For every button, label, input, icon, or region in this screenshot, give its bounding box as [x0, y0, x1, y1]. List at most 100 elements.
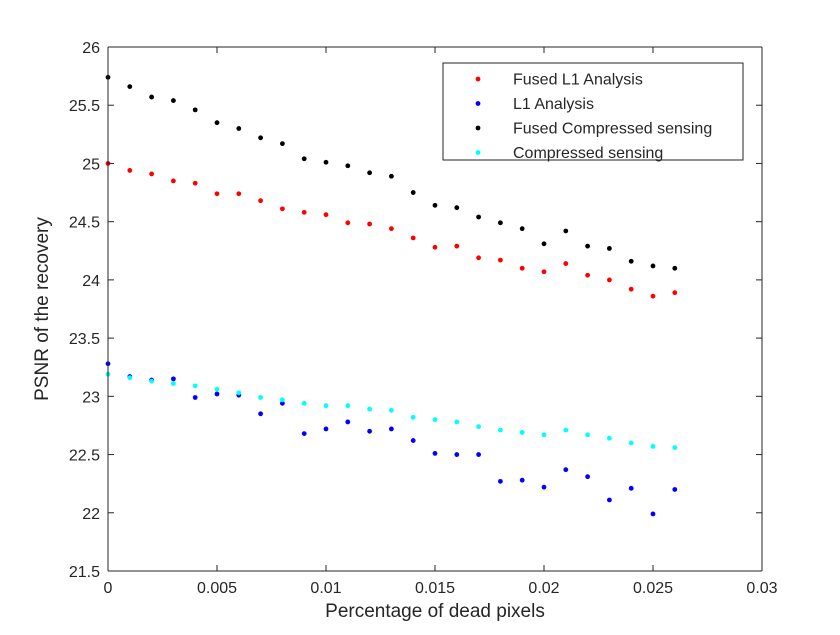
data-point — [563, 467, 569, 473]
data-point — [585, 243, 590, 249]
data-point — [672, 290, 678, 296]
data-point — [258, 411, 263, 417]
series-1 — [105, 361, 678, 517]
y-tick-label: 23 — [82, 389, 100, 406]
data-point — [280, 397, 285, 403]
legend-box — [442, 62, 744, 161]
data-point — [432, 417, 438, 423]
data-point — [563, 427, 569, 433]
data-point — [650, 511, 656, 517]
data-point — [476, 214, 481, 220]
legend-label: L1 Analysis — [513, 96, 594, 113]
data-point — [367, 406, 372, 412]
data-point — [541, 241, 547, 247]
data-point — [323, 403, 329, 409]
data-point — [345, 403, 351, 409]
data-point — [432, 244, 438, 250]
data-point — [454, 205, 460, 211]
data-point — [214, 120, 220, 126]
y-axis-label: PSNR of the recovery — [32, 217, 53, 401]
data-point — [301, 400, 307, 406]
data-point — [280, 206, 285, 212]
data-point — [498, 257, 503, 263]
data-point — [258, 395, 263, 400]
data-point — [301, 431, 307, 436]
series-3 — [105, 371, 678, 450]
ticks-layer: 0 0.005 0.01 0.015 0.02 0.025 0.03 21.5 22 22.5 23… — [69, 40, 778, 597]
data-point — [541, 432, 547, 438]
y-tick-label: 23.5 — [69, 331, 100, 348]
data-point — [563, 228, 569, 234]
data-point — [519, 226, 525, 232]
data-point — [367, 170, 372, 176]
legend: Fused L1 Analysis L1 Analysis Fused Compre… — [442, 62, 744, 162]
x-tick-label: 0.02 — [528, 580, 559, 597]
data-point — [192, 383, 198, 389]
data-point — [127, 84, 133, 89]
x-tick-label: 0.025 — [633, 580, 673, 597]
data-point — [585, 474, 590, 480]
x-tick-label: 0.01 — [310, 580, 341, 597]
data-point — [389, 407, 394, 413]
data-point — [607, 246, 612, 251]
data-point — [519, 430, 525, 435]
y-tick-label: 24 — [82, 273, 100, 290]
data-point — [607, 435, 612, 441]
data-point — [171, 381, 176, 386]
data-point — [367, 221, 372, 227]
data-point — [650, 444, 656, 449]
data-point — [650, 293, 656, 299]
data-point — [258, 198, 263, 204]
data-point — [585, 432, 590, 438]
data-point — [345, 163, 351, 169]
x-tick-label: 0.03 — [746, 580, 777, 597]
data-point — [628, 286, 634, 292]
legend-label: Compressed sensing — [513, 145, 663, 162]
y-tick-label: 21.5 — [69, 564, 100, 581]
y-tick-label: 22.5 — [69, 448, 100, 465]
data-point — [280, 141, 285, 147]
data-point — [149, 378, 155, 384]
data-point — [127, 168, 133, 173]
data-point — [171, 376, 176, 382]
data-point — [345, 419, 351, 425]
data-point — [498, 220, 503, 226]
legend-marker — [475, 125, 481, 131]
y-tick-label: 25 — [82, 156, 100, 173]
y-tick-label: 24.5 — [69, 215, 100, 232]
data-point — [323, 426, 329, 432]
x-tick-label: 0.005 — [197, 580, 237, 597]
data-point — [585, 272, 590, 278]
data-point — [214, 391, 220, 397]
data-point — [389, 426, 394, 432]
data-point — [149, 94, 155, 100]
data-point — [323, 212, 329, 218]
data-point — [323, 159, 329, 165]
data-point — [672, 487, 678, 492]
data-point — [214, 386, 220, 392]
y-tick-label: 26 — [82, 40, 100, 57]
data-point — [192, 107, 198, 113]
data-point — [367, 428, 372, 434]
data-point — [192, 180, 198, 186]
data-point — [432, 202, 438, 208]
series-0 — [105, 161, 678, 299]
data-point — [628, 258, 634, 264]
legend-marker — [475, 150, 481, 155]
data-point — [192, 395, 198, 400]
data-point — [410, 235, 416, 241]
x-axis-label: Percentage of dead pixels — [325, 601, 545, 622]
data-point — [563, 261, 569, 266]
data-point — [432, 450, 438, 456]
points-layer — [105, 74, 678, 517]
data-point — [628, 440, 634, 446]
data-point — [389, 226, 394, 232]
data-point — [214, 191, 220, 197]
data-point — [345, 220, 351, 226]
data-point — [476, 255, 481, 261]
data-point — [672, 445, 678, 450]
data-point — [301, 156, 307, 162]
data-point — [607, 497, 612, 503]
data-point — [541, 484, 547, 490]
